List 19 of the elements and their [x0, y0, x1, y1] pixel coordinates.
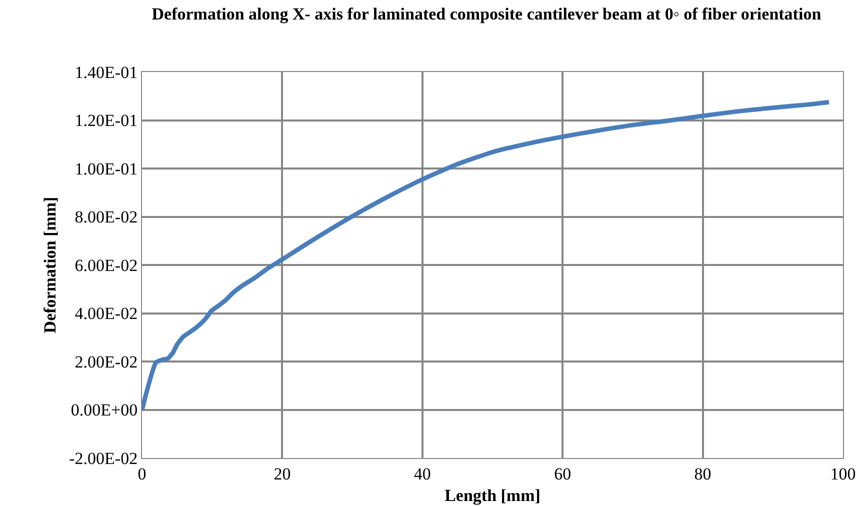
x-tick-label: 60 — [554, 464, 572, 484]
y-tick-label: -2.00E-02 — [69, 448, 138, 468]
x-tick-label: 100 — [830, 464, 856, 484]
y-tick-label: 0.00E+00 — [70, 400, 138, 420]
y-tick-label: 1.00E-01 — [74, 159, 138, 178]
y-tick-label: 4.00E-02 — [74, 304, 138, 324]
x-axis-title: Length [mm] — [444, 486, 540, 505]
x-tick-label: 0 — [138, 464, 146, 484]
y-tick-label: 1.40E-01 — [74, 62, 138, 82]
chart-title: Deformation along X- axis for laminated composite cantilever beam at 0◦ of fiber orientation — [152, 4, 822, 24]
x-tick-label: 20 — [274, 464, 291, 484]
y-tick-label: 8.00E-02 — [74, 208, 138, 227]
x-tick-label: 80 — [694, 464, 712, 484]
y-tick-label: 1.20E-01 — [74, 111, 138, 130]
y-axis-title: Deformation [mm] — [40, 196, 60, 334]
line-series — [142, 100, 832, 412]
y-tick-label: 6.00E-02 — [74, 256, 138, 275]
x-tick-label: 40 — [414, 464, 431, 484]
y-tick-label: 2.00E-02 — [74, 352, 138, 372]
